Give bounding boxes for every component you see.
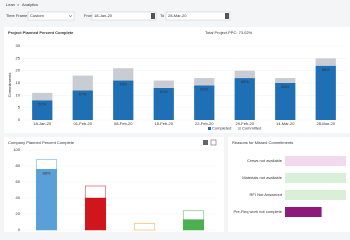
x-tick-label: 08-Feb-20 xyxy=(114,121,133,126)
to-date-input[interactable] xyxy=(165,11,231,21)
bar-segment xyxy=(234,78,255,120)
bar xyxy=(285,190,346,200)
dashboard: Lean > Analytics Time Frame Custom From … xyxy=(4,2,350,233)
y-tick-label: 10 xyxy=(16,92,21,97)
filter-label: Time Frame xyxy=(6,13,28,18)
bar-label: 88% xyxy=(281,84,289,89)
bar-segment xyxy=(315,65,336,120)
x-tick-label: 29-Feb-20 xyxy=(236,121,255,126)
y-tick-label: 80 xyxy=(16,163,21,168)
x-tick-label: 01-Feb-20 xyxy=(74,121,93,126)
bar-segment xyxy=(153,80,174,88)
bar-segment xyxy=(182,210,205,220)
y-tick-label: 60 xyxy=(16,179,21,184)
bar xyxy=(285,207,322,217)
bar-segment xyxy=(315,58,336,66)
y-tick-label: 100 xyxy=(13,147,20,152)
bar-segment xyxy=(72,90,93,120)
bar-segment xyxy=(35,168,58,231)
bar-label: 67% xyxy=(79,91,87,96)
x-tick-label: 14-Mar-20 xyxy=(276,121,295,126)
bar-segment xyxy=(234,70,255,79)
bar-segment xyxy=(182,219,205,231)
select-value: Custom xyxy=(30,13,44,18)
legend-label: Completed xyxy=(212,126,231,131)
dropdown-icon xyxy=(68,14,73,18)
y-tick-label: 15 xyxy=(16,80,21,85)
panel xyxy=(228,137,350,232)
panel xyxy=(4,27,350,133)
bar-segment xyxy=(72,75,93,91)
bar-segment xyxy=(113,80,134,120)
category-label: Crews not available xyxy=(247,158,283,163)
bar xyxy=(285,173,346,183)
calendar-icon[interactable] xyxy=(225,13,229,19)
y-tick-label: 40 xyxy=(16,195,21,200)
legend-label: Committed xyxy=(242,126,261,131)
date-value: 28-Mar-20 xyxy=(168,13,187,18)
breadcrumb-separator: > xyxy=(17,2,20,7)
expand-icon[interactable] xyxy=(210,139,217,146)
x-tick-label: 28-Mar-20 xyxy=(317,121,336,126)
summary: Total Project PPC: 73.02% xyxy=(205,30,253,35)
panel-title: Company Planned Percent Complete xyxy=(8,140,75,145)
filter-label: From xyxy=(84,13,94,18)
bar-label: 57% xyxy=(38,101,46,106)
charts: 0 5 10 15 20 25 30 57% 18-Jan-20 67% 01-Feb-20 76% 0… xyxy=(13,43,346,232)
bar-segment xyxy=(153,87,174,120)
breadcrumb-link[interactable]: Lean xyxy=(6,2,15,7)
page: Lean > Analytics Time Frame Custom From … xyxy=(4,2,350,233)
download-icon[interactable] xyxy=(203,140,208,145)
from-date-input[interactable] xyxy=(91,11,157,21)
bar-segment xyxy=(32,100,53,120)
x-tick-label: 18-Jan-20 xyxy=(33,121,52,126)
bar-segment xyxy=(133,223,156,231)
bar-segment xyxy=(35,159,58,170)
filter-label: To xyxy=(160,13,165,18)
calendar-icon[interactable] xyxy=(151,13,155,19)
y-tick-label: 30 xyxy=(16,43,21,48)
y-axis-label: Commitments xyxy=(7,73,12,98)
bar xyxy=(285,156,346,166)
category-label: Pre-Req work not complete xyxy=(234,209,283,214)
y-tick-label: 0 xyxy=(18,227,21,232)
bar-label: 82% xyxy=(200,87,208,92)
bar-label: 88% xyxy=(322,67,330,72)
bar-segment xyxy=(275,78,296,83)
bar-label: 81% xyxy=(160,89,168,94)
breadcrumb-current: Analytics xyxy=(22,2,38,7)
y-tick-label: 20 xyxy=(16,68,21,73)
time-frame-select[interactable] xyxy=(27,11,75,21)
legend-swatch xyxy=(238,127,241,130)
x-tick-label: 22-Feb-20 xyxy=(195,121,214,126)
bar-label: 85% xyxy=(241,79,249,84)
bar-segment xyxy=(194,78,215,86)
bar-segment xyxy=(84,185,107,199)
y-tick-label: 0 xyxy=(18,117,21,122)
legend-swatch xyxy=(208,127,211,130)
bar-segment xyxy=(275,83,296,120)
y-tick-label: 20 xyxy=(16,211,21,216)
y-tick-label: 5 xyxy=(18,105,21,110)
bar-segment xyxy=(113,68,134,81)
panel-title: Reasons for Missed Commitments xyxy=(232,140,293,145)
bar-segment xyxy=(84,197,107,231)
bar-label: 88% xyxy=(42,170,50,175)
x-tick-label: 15-Feb-20 xyxy=(155,121,174,126)
date-value: 18-Jan-20 xyxy=(94,13,113,18)
category-label: RFI Not Answered xyxy=(250,192,282,197)
bar-label: 76% xyxy=(119,82,127,87)
bar-segment xyxy=(194,85,215,120)
category-label: Materials not available xyxy=(242,175,283,180)
panel-title: Project Planned Percent Complete xyxy=(8,30,74,35)
y-tick-label: 25 xyxy=(16,55,21,60)
bar-segment xyxy=(32,92,53,101)
